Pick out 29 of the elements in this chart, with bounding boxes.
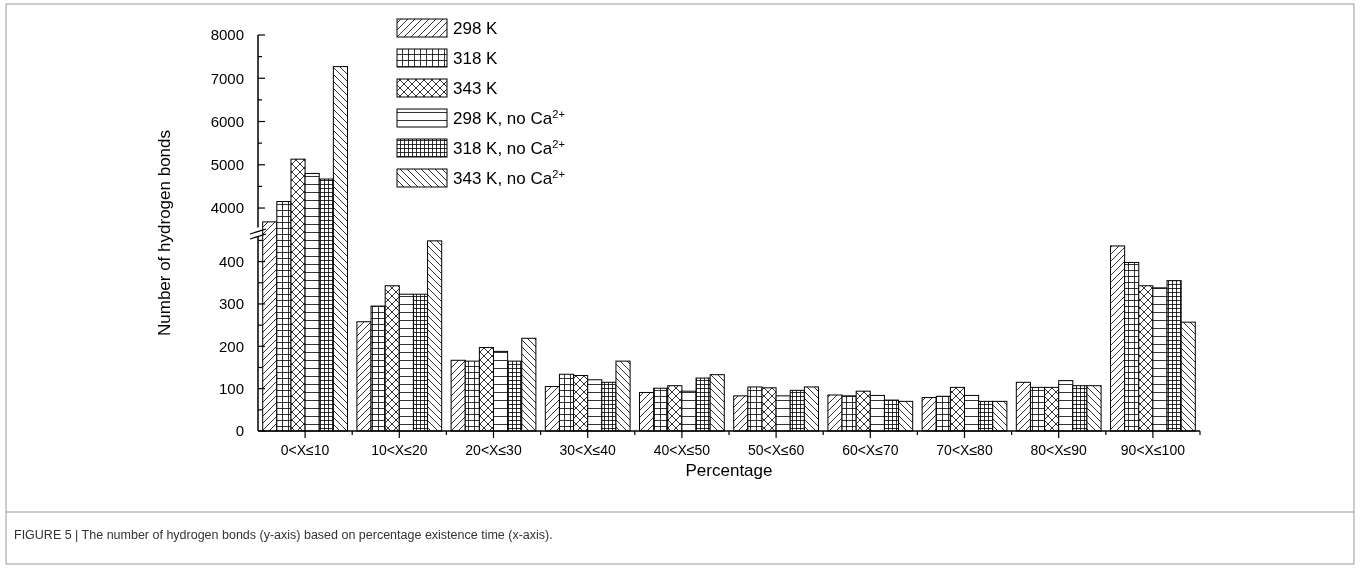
legend-label: 318 K (453, 49, 499, 68)
x-tick-label: 0<X≤10 (280, 442, 330, 458)
legend-label: 343 K (453, 79, 499, 98)
legend-label: 298 K, no Ca$^{2+}$ (453, 108, 565, 128)
legend-label: 318 K, no Ca$^{2+}$ (453, 138, 565, 158)
x-tick-label: 40<X≤50 (653, 442, 711, 458)
x-tick-label: 30<X≤40 (559, 442, 617, 458)
y-tick-label: 6000 (210, 112, 244, 130)
x-tick-label: 20<X≤30 (465, 442, 522, 458)
y-axis-title: Number of hydrogen bonds (155, 129, 174, 337)
x-tick-label: 70<X≤80 (936, 442, 993, 458)
y-tick-label: 300 (218, 295, 244, 313)
y-tick-label: 5000 (210, 156, 244, 174)
y-tick-label: 400 (218, 252, 244, 270)
legend-label: 343 K, no Ca$^{2+}$ (453, 168, 565, 188)
y-tick-label: 100 (218, 379, 244, 397)
x-tick-label: 10<X≤20 (371, 442, 428, 458)
y-tick-label: 8000 (210, 26, 244, 44)
y-tick-label: 0 (235, 422, 244, 440)
x-axis-title: Percentage (685, 461, 773, 480)
y-tick-label: 200 (218, 337, 244, 355)
y-tick-label: 4000 (210, 199, 244, 217)
x-tick-label: 50<X≤60 (747, 442, 805, 458)
caption: FIGURE 5 | The number of hydrogen bonds (y-axis) based on percentage existence time (x-axis). (14, 528, 553, 542)
x-tick-label: 90<X≤100 (1120, 442, 1186, 458)
legend-label: 298 K (453, 19, 499, 38)
x-tick-label: 80<X≤90 (1030, 442, 1088, 458)
y-tick-label: 7000 (210, 69, 244, 87)
x-tick-label: 60<X≤70 (842, 442, 899, 458)
